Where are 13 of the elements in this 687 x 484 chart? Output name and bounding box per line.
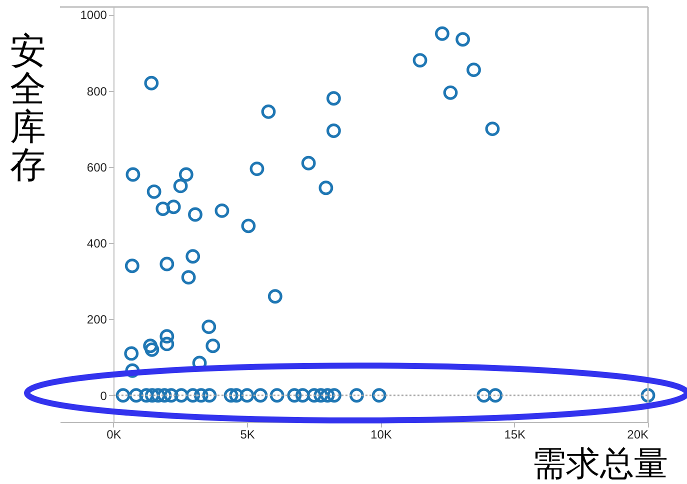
y-tick-label: 400 (86, 236, 108, 251)
y-tick-label: 0 (100, 388, 108, 403)
x-tick-label: 15K (504, 428, 526, 442)
x-tick-label: 10K (370, 428, 392, 442)
x-tick-label: 20K (627, 428, 648, 442)
x-tick-label: 0K (106, 428, 122, 442)
x-tick-label: 5K (240, 428, 255, 442)
y-tick-label: 600 (86, 160, 108, 174)
y-axis-title: 安全库存 (10, 31, 46, 185)
y-tick-label: 200 (86, 312, 108, 327)
y-tick-label: 800 (86, 84, 108, 98)
y-tick-label: 1000 (80, 8, 108, 22)
x-axis-title: 需求总量 (532, 446, 668, 483)
